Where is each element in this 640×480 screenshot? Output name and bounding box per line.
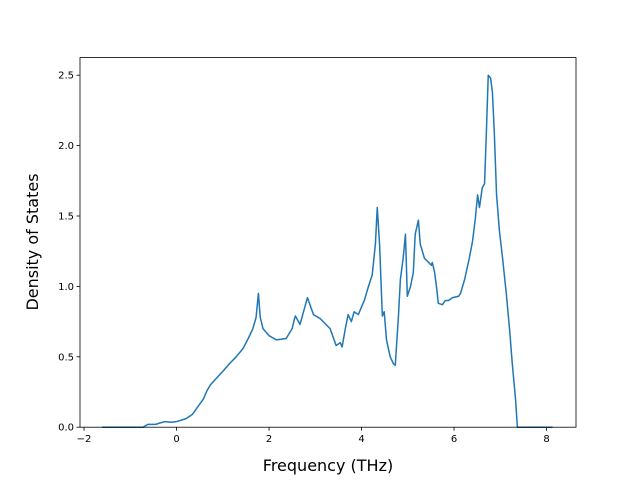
y-tick-label: 1.0 bbox=[58, 282, 74, 293]
line-series bbox=[102, 74, 553, 428]
x-tick-label: 8 bbox=[543, 434, 549, 445]
x-tick-label: 6 bbox=[451, 434, 457, 445]
y-tick-label: 2.0 bbox=[58, 141, 74, 152]
plot-frame bbox=[79, 57, 577, 428]
y-tick-label: 2.5 bbox=[58, 71, 74, 82]
x-tick-label: 0 bbox=[173, 434, 179, 445]
x-tick-label: −2 bbox=[77, 434, 92, 445]
y-tick-label: 0.5 bbox=[58, 352, 74, 363]
x-tick-label: 2 bbox=[266, 434, 272, 445]
x-axis-label: Frequency (THz) bbox=[263, 456, 393, 475]
x-tick-label: 4 bbox=[358, 434, 364, 445]
y-tick-label: 0.0 bbox=[58, 423, 74, 434]
y-tick-label: 1.5 bbox=[58, 212, 74, 223]
y-axis-label: Density of States bbox=[23, 173, 42, 310]
